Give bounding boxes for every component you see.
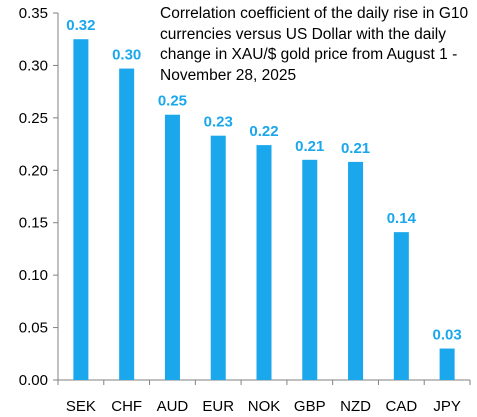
y-axis: 0.00 0.05 0.10 0.15 0.20 0.25 0.30 0.35 — [19, 5, 59, 389]
data-label-jpy: 0.03 — [433, 327, 462, 344]
bar-cad — [393, 232, 409, 380]
category-label-chf: CHF — [111, 398, 142, 415]
bar-series — [73, 39, 455, 381]
category-label-aud: AUD — [157, 398, 189, 415]
bar-sek — [73, 39, 89, 380]
x-axis: SEK CHF AUD EUR NOK GBP NZD CAD JPY — [57, 379, 471, 415]
bar-gbp — [302, 159, 318, 380]
y-tick-label: 0.20 — [19, 162, 48, 179]
data-label-gbp: 0.21 — [295, 138, 324, 155]
y-tick-label: 0.25 — [19, 110, 48, 127]
data-label-nok: 0.22 — [249, 123, 278, 140]
category-label-eur: EUR — [202, 398, 234, 415]
category-label-gbp: GBP — [294, 398, 326, 415]
y-tick-label: 0.15 — [19, 215, 48, 232]
y-tick-label: 0.05 — [19, 320, 48, 337]
y-tick-label: 0.00 — [19, 372, 48, 389]
bar-chf — [119, 68, 135, 381]
category-label-sek: SEK — [66, 398, 96, 415]
y-tick-label: 0.30 — [19, 57, 48, 74]
data-label-cad: 0.14 — [387, 210, 417, 227]
category-label-cad: CAD — [385, 398, 417, 415]
data-label-nzd: 0.21 — [341, 140, 370, 157]
data-label-eur: 0.23 — [204, 114, 233, 131]
data-labels: 0.32 0.30 0.25 0.23 0.22 0.21 0.21 0.14 0.03 — [66, 17, 461, 343]
bar-nzd — [348, 161, 364, 380]
bar-aud — [164, 114, 180, 380]
y-tick-label: 0.10 — [19, 267, 48, 284]
data-label-sek: 0.32 — [66, 17, 95, 34]
category-label-nok: NOK — [248, 398, 281, 415]
chart-title: Correlation coefficient of the daily ris… — [160, 5, 469, 84]
category-label-nzd: NZD — [340, 398, 371, 415]
bar-jpy — [439, 348, 455, 380]
data-label-chf: 0.30 — [112, 47, 141, 64]
bar-nok — [256, 145, 272, 380]
y-tick-label: 0.35 — [19, 5, 48, 22]
bar-eur — [210, 135, 226, 380]
data-label-aud: 0.25 — [158, 93, 187, 110]
category-label-jpy: JPY — [433, 398, 461, 415]
